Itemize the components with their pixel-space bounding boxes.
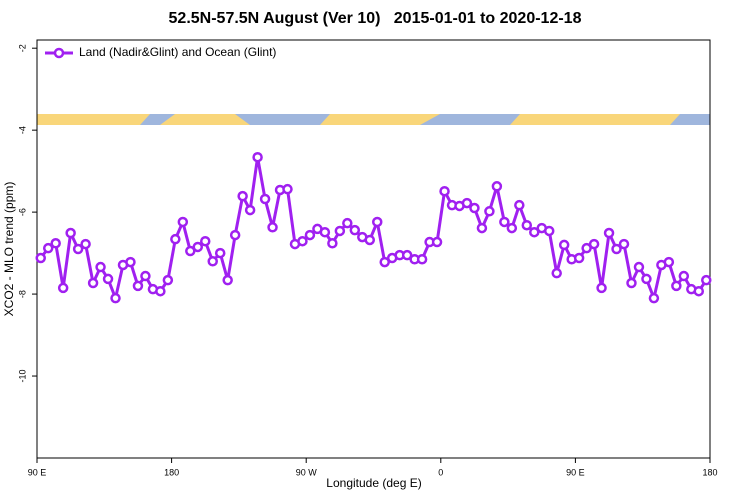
point bbox=[207, 256, 218, 267]
point bbox=[469, 202, 480, 214]
point bbox=[327, 238, 338, 249]
point bbox=[95, 261, 106, 273]
point bbox=[200, 235, 211, 247]
point bbox=[701, 274, 712, 286]
point bbox=[87, 277, 99, 289]
legend-label: Land (Nadir&Glint) and Ocean (Glint) bbox=[79, 45, 276, 59]
point bbox=[461, 197, 473, 209]
y-tick-label: -10 bbox=[17, 370, 27, 383]
point bbox=[214, 247, 226, 259]
point bbox=[244, 204, 256, 216]
point bbox=[588, 238, 600, 250]
point bbox=[35, 252, 46, 264]
legend-marker bbox=[53, 47, 65, 59]
point bbox=[633, 261, 645, 273]
point bbox=[50, 238, 61, 249]
point bbox=[551, 267, 562, 279]
map-strip bbox=[37, 114, 710, 125]
point bbox=[596, 282, 607, 294]
point bbox=[42, 242, 54, 254]
point bbox=[349, 224, 361, 236]
x-tick-label: 90 W bbox=[296, 467, 318, 477]
point bbox=[379, 256, 390, 268]
y-tick-label: -8 bbox=[17, 290, 27, 298]
chart-title: 52.5N-57.5N August (Ver 10) 2015-01-01 t… bbox=[169, 10, 582, 27]
point bbox=[603, 227, 615, 239]
point bbox=[132, 280, 144, 292]
point bbox=[65, 227, 76, 239]
point bbox=[506, 222, 518, 234]
point bbox=[581, 242, 592, 254]
point bbox=[641, 273, 652, 285]
point bbox=[499, 216, 510, 228]
point bbox=[678, 270, 690, 282]
point bbox=[185, 245, 196, 257]
point bbox=[110, 292, 121, 304]
point bbox=[693, 285, 705, 297]
point bbox=[334, 225, 346, 237]
point bbox=[229, 229, 241, 241]
point bbox=[611, 243, 622, 255]
point bbox=[155, 285, 166, 297]
point bbox=[484, 206, 495, 217]
point bbox=[439, 185, 450, 197]
point bbox=[102, 273, 114, 285]
point bbox=[663, 256, 675, 268]
x-tick-label: 90 E bbox=[566, 467, 585, 477]
x-tick-label: 90 E bbox=[28, 467, 47, 477]
point bbox=[342, 217, 353, 229]
point bbox=[371, 216, 383, 228]
point bbox=[192, 241, 204, 253]
y-axis-label: XCO2 - MLO trend (ppm) bbox=[2, 182, 16, 317]
point bbox=[416, 253, 428, 265]
point bbox=[476, 222, 488, 234]
point bbox=[57, 282, 69, 294]
point bbox=[514, 199, 525, 211]
point bbox=[431, 236, 443, 248]
point bbox=[543, 225, 555, 237]
point bbox=[282, 183, 293, 195]
point bbox=[140, 270, 151, 282]
plot-frame bbox=[36, 39, 711, 459]
point bbox=[573, 252, 585, 264]
point bbox=[319, 226, 331, 238]
point bbox=[170, 233, 181, 245]
x-tick-label: 180 bbox=[164, 467, 179, 477]
point bbox=[401, 249, 413, 261]
point bbox=[125, 256, 136, 268]
point bbox=[626, 277, 637, 289]
x-axis-label: Longitude (deg E) bbox=[326, 476, 421, 490]
point bbox=[304, 229, 316, 241]
point bbox=[671, 280, 682, 292]
point bbox=[162, 274, 174, 286]
point bbox=[80, 238, 91, 250]
y-tick-label: -4 bbox=[17, 126, 27, 134]
point bbox=[297, 235, 308, 247]
point bbox=[364, 234, 376, 246]
point bbox=[259, 193, 271, 205]
point bbox=[252, 151, 263, 163]
y-tick-label: -6 bbox=[17, 208, 27, 216]
point bbox=[558, 239, 570, 251]
y-tick-label: -2 bbox=[17, 44, 27, 52]
point bbox=[267, 222, 278, 233]
x-tick-label: 0 bbox=[438, 467, 443, 477]
x-tick-label: 180 bbox=[702, 467, 717, 477]
point bbox=[237, 190, 248, 202]
point bbox=[222, 274, 233, 286]
point bbox=[521, 219, 533, 231]
point bbox=[618, 238, 630, 250]
point bbox=[491, 181, 503, 192]
point bbox=[177, 216, 189, 228]
point bbox=[529, 226, 540, 238]
point bbox=[72, 243, 84, 255]
point bbox=[648, 292, 660, 304]
